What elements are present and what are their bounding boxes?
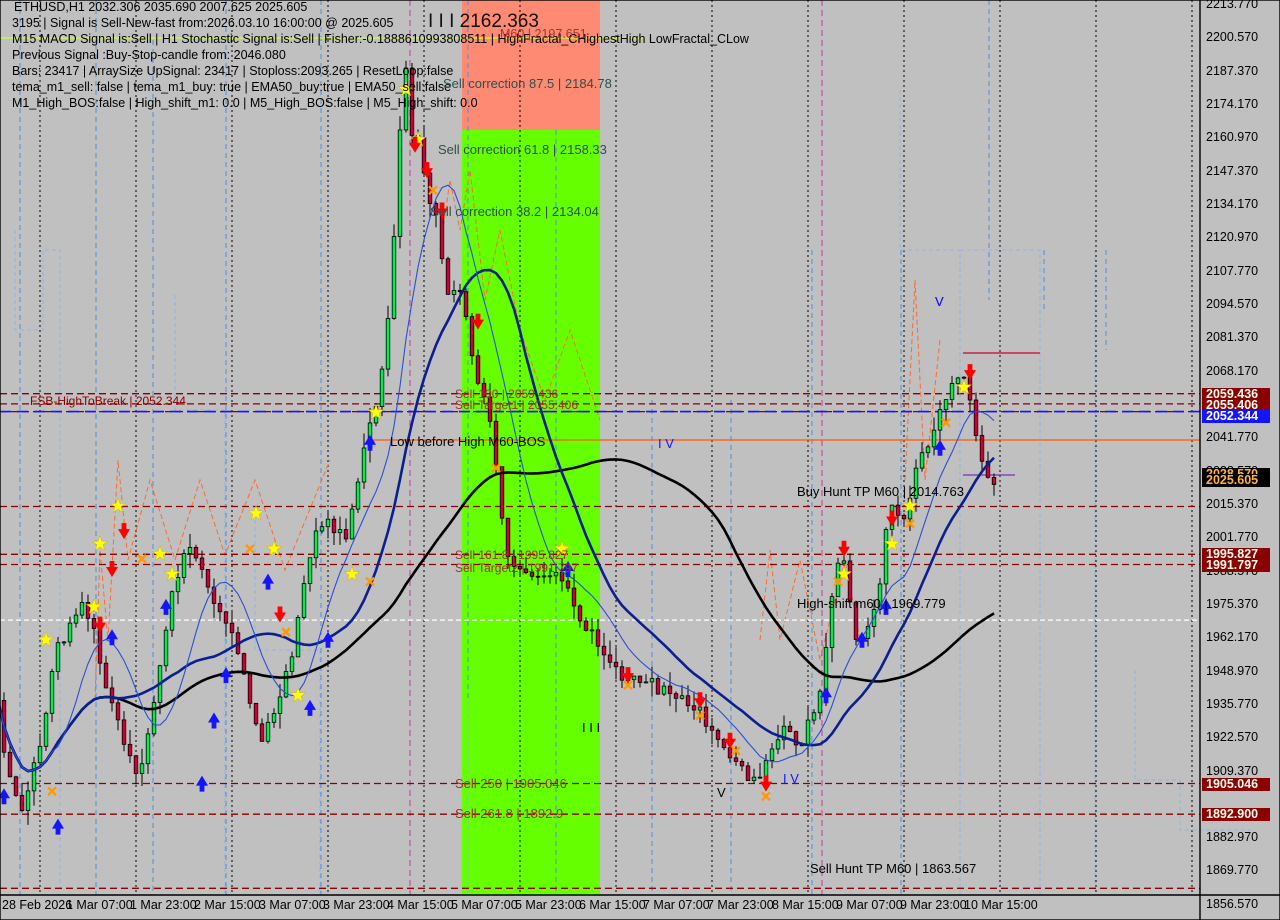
svg-text:1922.570: 1922.570: [1206, 730, 1258, 744]
svg-text:M15 MACD Signal is:Sell | H1 S: M15 MACD Signal is:Sell | H1 Stochastic …: [12, 32, 750, 46]
svg-text:Sell 161.8 | 1995.827: Sell 161.8 | 1995.827: [455, 548, 569, 562]
svg-text:1909.370: 1909.370: [1206, 764, 1258, 778]
svg-text:2134.170: 2134.170: [1206, 197, 1258, 211]
svg-text:2147.370: 2147.370: [1206, 164, 1258, 178]
svg-text:3 Mar 23:00: 3 Mar 23:00: [323, 898, 390, 912]
svg-text:7 Mar 07:00: 7 Mar 07:00: [643, 898, 710, 912]
svg-text:2001.770: 2001.770: [1206, 530, 1258, 544]
svg-text:I V: I V: [658, 436, 674, 451]
svg-text:Sell correction 61.8 | 2158.33: Sell correction 61.8 | 2158.33: [438, 142, 607, 157]
svg-text:tema_m1_sell: false | tema_m1_: tema_m1_sell: false | tema_m1_buy: true …: [12, 80, 451, 94]
svg-text:2041.770: 2041.770: [1206, 430, 1258, 444]
svg-text:Sell correction 87.5 | 2184.78: Sell correction 87.5 | 2184.78: [443, 76, 612, 91]
svg-text:V: V: [935, 294, 944, 309]
svg-text:6 Mar 15:00: 6 Mar 15:00: [579, 898, 646, 912]
svg-text:2015.370: 2015.370: [1206, 497, 1258, 511]
svg-text:Sell Target1 | 2055.406: Sell Target1 | 2055.406: [455, 398, 578, 412]
svg-text:Low before High M60-BOS: Low before High M60-BOS: [390, 434, 546, 449]
svg-text:1975.370: 1975.370: [1206, 597, 1258, 611]
svg-text:1 Mar 23:00: 1 Mar 23:00: [130, 898, 197, 912]
svg-text:1948.970: 1948.970: [1206, 664, 1258, 678]
svg-text:2213.770: 2213.770: [1206, 0, 1258, 11]
svg-text:1962.170: 1962.170: [1206, 630, 1258, 644]
svg-text:2187.370: 2187.370: [1206, 64, 1258, 78]
svg-text:1 Mar 07:00: 1 Mar 07:00: [66, 898, 133, 912]
svg-text:1856.570: 1856.570: [1206, 897, 1258, 911]
svg-text:3 Mar 07:00: 3 Mar 07:00: [259, 898, 326, 912]
svg-text:2120.970: 2120.970: [1206, 230, 1258, 244]
svg-text:2174.170: 2174.170: [1206, 97, 1258, 111]
svg-text:2025.605: 2025.605: [1206, 473, 1258, 487]
svg-text:2160.970: 2160.970: [1206, 130, 1258, 144]
svg-text:2068.170: 2068.170: [1206, 364, 1258, 378]
svg-text:5 Mar 23:00: 5 Mar 23:00: [515, 898, 582, 912]
svg-text:3195 | Signal is Sell-New-fast: 3195 | Signal is Sell-New-fast from:2026…: [12, 16, 393, 30]
svg-text:V: V: [717, 785, 726, 800]
svg-text:1882.970: 1882.970: [1206, 830, 1258, 844]
svg-text:M60 | 2197.651: M60 | 2197.651: [500, 27, 587, 41]
svg-text:Buy Hunt TP M60 | 2014.763: Buy Hunt TP M60 | 2014.763: [797, 484, 964, 499]
svg-text:Sell 250 | 1905.046: Sell 250 | 1905.046: [455, 776, 567, 791]
svg-text:9 Mar 07:00: 9 Mar 07:00: [836, 898, 903, 912]
svg-text:I I I: I I I: [582, 720, 600, 735]
svg-text:2081.370: 2081.370: [1206, 330, 1258, 344]
svg-text:7 Mar 23:00: 7 Mar 23:00: [707, 898, 774, 912]
svg-text:1935.770: 1935.770: [1206, 697, 1258, 711]
svg-text:FSB-HighToBreak | 2052.344: FSB-HighToBreak | 2052.344: [30, 394, 186, 408]
svg-text:9 Mar 23:00: 9 Mar 23:00: [900, 898, 967, 912]
svg-text:1892.900: 1892.900: [1206, 807, 1258, 821]
svg-text:2200.570: 2200.570: [1206, 30, 1258, 44]
svg-text:1869.770: 1869.770: [1206, 863, 1258, 877]
svg-text:10 Mar 15:00: 10 Mar 15:00: [964, 898, 1038, 912]
svg-text:High-shift m60 | 1969.779: High-shift m60 | 1969.779: [797, 596, 946, 611]
svg-text:5 Mar 07:00: 5 Mar 07:00: [451, 898, 518, 912]
svg-text:2 Mar 15:00: 2 Mar 15:00: [194, 898, 261, 912]
svg-text:Sell correction 38.2 | 2134.04: Sell correction 38.2 | 2134.04: [430, 204, 599, 219]
svg-text:28 Feb 2026: 28 Feb 2026: [2, 898, 72, 912]
svg-text:2094.570: 2094.570: [1206, 297, 1258, 311]
svg-text:Bars: 23417 | ArraySize UpSign: Bars: 23417 | ArraySize UpSignal: 23417 …: [12, 64, 453, 78]
svg-text:8 Mar 15:00: 8 Mar 15:00: [772, 898, 839, 912]
svg-text:4 Mar 15:00: 4 Mar 15:00: [387, 898, 454, 912]
svg-text:ETHUSD,H1 2032.306 2035.690 2: ETHUSD,H1 2032.306 2035.690 2007.625 202…: [14, 0, 307, 14]
svg-text:Sell Hunt TP M60 | 1863.567: Sell Hunt TP M60 | 1863.567: [810, 861, 976, 876]
svg-text:I V: I V: [783, 771, 799, 786]
svg-text:Sell Target2 | 1991.797: Sell Target2 | 1991.797: [455, 561, 578, 575]
svg-text:2107.770: 2107.770: [1206, 264, 1258, 278]
svg-text:1905.046: 1905.046: [1206, 777, 1258, 791]
svg-text:2052.344: 2052.344: [1206, 409, 1258, 423]
svg-text:Sell 261.8 | 1892.9: Sell 261.8 | 1892.9: [455, 806, 563, 821]
svg-text:1991.797: 1991.797: [1206, 558, 1258, 572]
svg-text:Previous Signal :Buy-Stop-cand: Previous Signal :Buy-Stop-candle from: 2…: [12, 48, 286, 62]
svg-text:M1_High_BOS:false | High_shift: M1_High_BOS:false | High_shift_m1: 0.0 |…: [12, 96, 478, 110]
